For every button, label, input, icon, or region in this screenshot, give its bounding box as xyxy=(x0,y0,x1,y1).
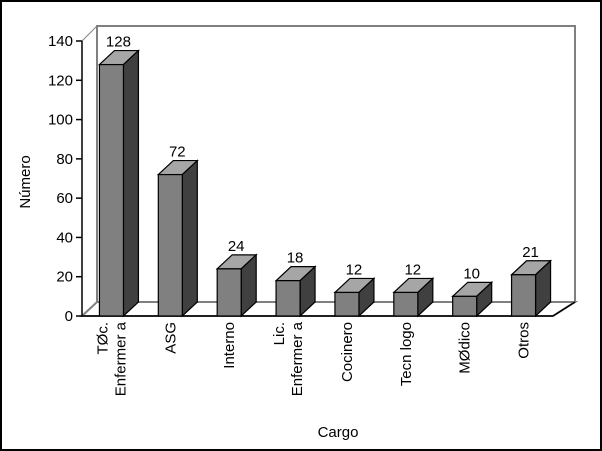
bar xyxy=(392,277,435,318)
value-label: 10 xyxy=(463,265,480,282)
bar xyxy=(215,253,258,318)
bar-front xyxy=(334,291,360,317)
bar-front xyxy=(98,63,125,317)
wall-edge xyxy=(81,25,98,42)
bar-front xyxy=(216,268,242,317)
bar-front xyxy=(393,291,419,317)
y-tick-label: 0 xyxy=(65,308,73,325)
value-label: 21 xyxy=(522,244,539,261)
x-axis-depth xyxy=(552,301,576,317)
x-tick-label: TØc.Enfermer a xyxy=(94,321,129,396)
y-tick-label: 140 xyxy=(48,33,73,50)
value-label: 12 xyxy=(346,261,363,278)
x-tick-label: ASG xyxy=(162,322,179,354)
bar-front xyxy=(452,295,478,317)
bar-front xyxy=(510,274,537,317)
value-label: 128 xyxy=(106,34,131,51)
x-tick-label: Otros xyxy=(516,322,533,359)
y-tick-label: 80 xyxy=(56,151,73,168)
bar-front xyxy=(157,173,183,317)
bar-side xyxy=(122,49,140,318)
value-label: 72 xyxy=(169,144,186,161)
y-axis-title: Número xyxy=(17,155,34,208)
value-label: 18 xyxy=(287,250,304,267)
x-tick-label: Cocinero xyxy=(339,322,356,382)
bar-front xyxy=(275,280,301,317)
y-tick-label: 40 xyxy=(56,229,73,246)
bar xyxy=(97,49,140,318)
x-tick-label: Tecn logo xyxy=(398,322,415,386)
y-tick-label: 20 xyxy=(56,269,73,286)
y-tick-label: 60 xyxy=(56,190,73,207)
bar-side xyxy=(181,159,198,318)
bar xyxy=(333,277,376,318)
bar xyxy=(451,280,494,318)
y-tick-label: 120 xyxy=(48,72,73,89)
x-tick-label: Lic.Enfermer a xyxy=(271,321,306,396)
x-tick-label: MØdico xyxy=(457,322,474,374)
y-tick-label: 100 xyxy=(48,112,73,129)
bar xyxy=(156,159,199,318)
x-axis-title: Cargo xyxy=(318,424,359,441)
bar xyxy=(510,259,553,318)
value-label: 24 xyxy=(228,238,245,255)
bar xyxy=(274,265,317,318)
floor xyxy=(79,301,579,317)
x-tick-label: Interno xyxy=(221,322,238,369)
value-label: 12 xyxy=(404,261,421,278)
